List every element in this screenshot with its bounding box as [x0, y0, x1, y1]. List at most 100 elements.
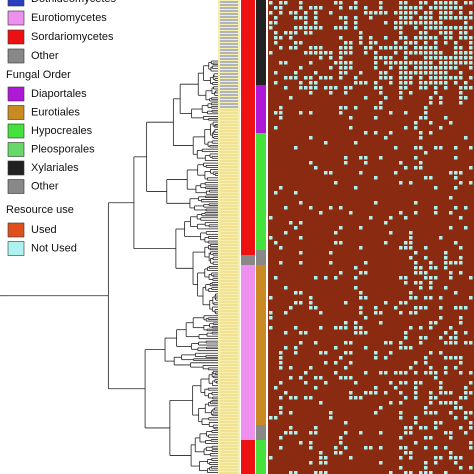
- cell: [444, 56, 448, 60]
- cell: [339, 241, 343, 245]
- cell: [274, 111, 278, 115]
- cell: [449, 436, 453, 440]
- cell: [414, 36, 418, 40]
- cell: [454, 341, 458, 345]
- cell: [444, 371, 448, 375]
- cell: [369, 46, 373, 50]
- cell: [384, 241, 388, 245]
- cell: [404, 166, 408, 170]
- cell: [459, 371, 463, 375]
- cell: [459, 356, 463, 360]
- cell: [339, 106, 343, 110]
- cell: [334, 241, 338, 245]
- cell: [444, 66, 448, 70]
- cell: [374, 11, 378, 15]
- cell: [359, 431, 363, 435]
- cell: [344, 431, 348, 435]
- cell: [374, 201, 378, 205]
- cell: [324, 471, 328, 474]
- cell: [399, 161, 403, 165]
- cell: [299, 41, 303, 45]
- cell: [444, 76, 448, 80]
- cell: [289, 76, 293, 80]
- legend-swatch: [7, 241, 25, 256]
- cell: [279, 446, 283, 450]
- cell: [309, 51, 313, 55]
- cell: [429, 321, 433, 325]
- cell: [294, 31, 298, 35]
- cell: [459, 271, 463, 275]
- cell: [469, 1, 473, 5]
- cell: [409, 16, 413, 20]
- cell: [469, 166, 473, 170]
- cell: [274, 126, 278, 130]
- cell: [429, 351, 433, 355]
- cell: [409, 451, 413, 455]
- cell: [384, 76, 388, 80]
- cell: [399, 311, 403, 315]
- legend-title: Fungal Order: [6, 69, 71, 81]
- cell: [429, 21, 433, 25]
- cell: [459, 181, 463, 185]
- cell: [344, 376, 348, 380]
- cell: [434, 86, 438, 90]
- cell: [459, 46, 463, 50]
- cell: [454, 406, 458, 410]
- cell: [439, 336, 443, 340]
- cell: [374, 66, 378, 70]
- cell: [409, 41, 413, 45]
- cell: [454, 356, 458, 360]
- cell: [309, 61, 313, 65]
- cell: [454, 306, 458, 310]
- cell: [404, 216, 408, 220]
- cell: [399, 341, 403, 345]
- cell: [399, 246, 403, 250]
- cell: [444, 6, 448, 10]
- cell: [404, 71, 408, 75]
- cell: [389, 401, 393, 405]
- cell: [404, 16, 408, 20]
- cell: [419, 61, 423, 65]
- cell: [384, 371, 388, 375]
- cell: [414, 281, 418, 285]
- cell: [449, 401, 453, 405]
- cell: [364, 331, 368, 335]
- cell: [314, 46, 318, 50]
- cell: [434, 321, 438, 325]
- cell: [384, 21, 388, 25]
- cell: [424, 466, 428, 470]
- cell: [454, 16, 458, 20]
- cell: [404, 6, 408, 10]
- cell: [434, 376, 438, 380]
- cell: [284, 206, 288, 210]
- cell: [294, 11, 298, 15]
- dendrogram: [0, 60, 218, 473]
- cell: [424, 36, 428, 40]
- cell: [464, 1, 468, 5]
- label-column: [218, 0, 240, 474]
- cell: [309, 81, 313, 85]
- cell: [414, 66, 418, 70]
- cell: [284, 391, 288, 395]
- cell: [414, 21, 418, 25]
- cell: [389, 61, 393, 65]
- cell: [409, 51, 413, 55]
- cell: [269, 21, 273, 25]
- cell: [369, 36, 373, 40]
- cell: [349, 391, 353, 395]
- cell: [449, 226, 453, 230]
- cell: [444, 36, 448, 40]
- cell: [314, 26, 318, 30]
- cell: [379, 101, 383, 105]
- cell: [424, 436, 428, 440]
- cell: [424, 16, 428, 20]
- cell: [354, 21, 358, 25]
- cell: [379, 406, 383, 410]
- cell: [414, 296, 418, 300]
- cell: [274, 41, 278, 45]
- cell: [284, 311, 288, 315]
- cell: [419, 66, 423, 70]
- cell: [424, 66, 428, 70]
- cell: [424, 361, 428, 365]
- cell: [369, 391, 373, 395]
